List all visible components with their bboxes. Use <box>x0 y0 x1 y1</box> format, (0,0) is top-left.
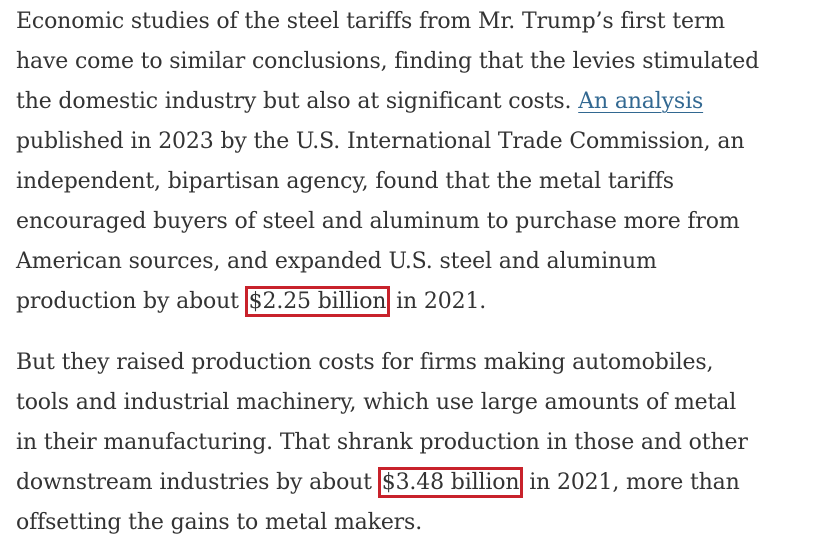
text-line: tools and industrial machinery, which us… <box>16 390 737 415</box>
text-segment: in 2021. <box>389 289 487 314</box>
text-segment: downstream industries by about <box>16 470 379 495</box>
text-line: published in 2023 by the U.S. Internatio… <box>16 129 745 154</box>
text-line: encouraged buyers of steel and aluminum … <box>16 209 740 234</box>
text-line: downstream industries by about $3.48 bil… <box>16 463 748 503</box>
highlight-box-2-25-billion: $2.25 billion <box>244 286 391 317</box>
text-line: production by about $2.25 billion in 202… <box>16 282 759 322</box>
text-line: But they raised production costs for fir… <box>16 350 714 375</box>
text-line: have come to similar conclusions, findin… <box>16 49 760 74</box>
highlight-box-3-48-billion: $3.48 billion <box>377 467 524 498</box>
text-line: in their manufacturing. That shrank prod… <box>16 430 748 455</box>
text-line: the domestic industry but also at signif… <box>16 82 759 122</box>
text-segment: in 2021, more than <box>522 470 740 495</box>
paragraph-2: But they raised production costs for fir… <box>16 343 748 543</box>
text-line: Economic studies of the steel tariffs fr… <box>16 9 725 34</box>
text-line: offsetting the gains to metal makers. <box>16 510 423 535</box>
analysis-link[interactable]: An analysis <box>578 89 704 114</box>
text-line: American sources, and expanded U.S. stee… <box>16 249 657 274</box>
paragraph-1: Economic studies of the steel tariffs fr… <box>16 2 759 322</box>
text-segment: production by about <box>16 289 246 314</box>
text-segment: the domestic industry but also at signif… <box>16 89 579 114</box>
text-line: independent, bipartisan agency, found th… <box>16 169 674 194</box>
